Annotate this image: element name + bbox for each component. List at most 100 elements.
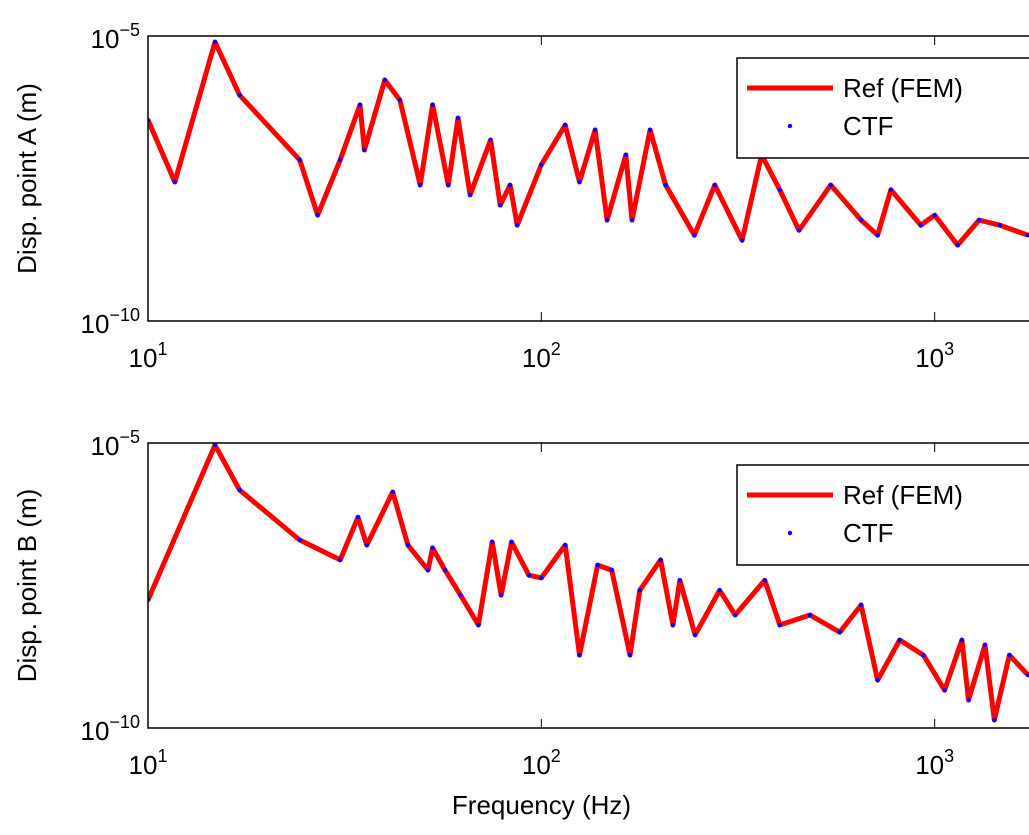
data-dot <box>921 652 926 658</box>
data-dot <box>629 217 635 223</box>
data-dot <box>357 102 363 108</box>
data-dot <box>670 622 676 628</box>
data-dot <box>627 652 633 658</box>
data-dot <box>488 137 493 143</box>
data-dot <box>875 677 880 683</box>
data-dot <box>563 542 568 548</box>
data-dot <box>297 157 302 163</box>
data-dot <box>918 222 923 228</box>
legend-label: CTF <box>843 111 894 141</box>
data-dot <box>739 238 745 243</box>
data-dot <box>976 217 982 223</box>
data-dot <box>595 562 600 568</box>
data-dot <box>637 588 643 593</box>
data-dot <box>692 632 698 638</box>
data-dot <box>966 697 971 703</box>
axes-frame <box>147 442 1029 729</box>
series-group <box>148 443 1029 723</box>
data-dot <box>315 212 320 218</box>
data-dot <box>212 39 218 45</box>
data-dot <box>692 233 697 238</box>
data-dot <box>297 537 302 543</box>
series-group <box>148 443 1029 723</box>
data-dot <box>992 717 997 723</box>
data-dot <box>932 212 937 218</box>
data-dot <box>362 147 367 153</box>
data-dot <box>777 187 783 193</box>
data-dot <box>563 122 568 128</box>
data-dot <box>212 443 218 448</box>
data-dot <box>732 612 738 618</box>
data-dot <box>337 557 343 563</box>
data-dot <box>577 179 582 185</box>
data-dot <box>777 622 783 628</box>
data-dot <box>539 575 544 581</box>
data-dot <box>997 222 1002 228</box>
legend-label: Ref (FEM) <box>843 73 963 103</box>
x-tick-label: 103 <box>915 339 954 373</box>
data-dot <box>837 629 843 635</box>
data-dot <box>337 157 343 163</box>
y-axis-label: Disp. point A (m) <box>12 83 42 274</box>
data-dot <box>364 542 370 548</box>
y-tick-label: 10−10 <box>81 712 140 746</box>
series-group <box>148 39 1029 248</box>
data-dot <box>489 539 495 545</box>
data-dot <box>959 637 965 643</box>
data-dot <box>942 688 947 693</box>
x-tick-label: 102 <box>522 339 561 373</box>
legend-box <box>736 464 1029 566</box>
data-dot <box>458 592 463 598</box>
data-dot <box>577 652 582 658</box>
data-dot <box>539 162 544 167</box>
data-dot <box>663 182 668 188</box>
x-axis-label: Frequency (Hz) <box>452 790 631 820</box>
data-dot <box>623 152 629 158</box>
data-dot <box>498 592 504 598</box>
data-dot <box>417 182 423 188</box>
data-dot <box>647 127 653 133</box>
data-dot <box>717 588 722 593</box>
data-dot <box>658 557 663 563</box>
legend-label: Ref (FEM) <box>843 480 963 510</box>
data-dot <box>592 127 598 133</box>
data-dot <box>858 217 864 223</box>
data-dot <box>467 192 473 198</box>
legend-label: CTF <box>843 518 894 548</box>
data-dot <box>425 567 431 573</box>
x-tick-label: 101 <box>129 339 168 373</box>
y-tick-label: 10−5 <box>91 20 140 54</box>
legend-dot <box>787 123 793 129</box>
data-dot <box>828 182 833 188</box>
data-dot <box>888 187 894 193</box>
data-dot <box>1025 233 1029 238</box>
data-dot <box>476 622 481 628</box>
data-dot <box>677 578 683 583</box>
data-dot <box>858 602 864 608</box>
y-tick-label: 10−10 <box>81 305 140 339</box>
axes-frame <box>147 35 1029 322</box>
data-dot <box>604 217 610 223</box>
data-dot <box>172 179 178 185</box>
data-dot <box>390 489 395 495</box>
data-dot <box>982 642 988 648</box>
data-dot <box>237 487 242 493</box>
data-dot <box>509 539 514 545</box>
x-tick-label: 101 <box>129 746 168 780</box>
x-tick-label: 102 <box>522 746 561 780</box>
data-dot <box>355 514 361 520</box>
data-dot <box>875 233 880 238</box>
x-tick-label: 103 <box>915 746 954 780</box>
data-dot <box>446 182 451 188</box>
data-dot <box>514 222 520 228</box>
y-tick-label: 10−5 <box>91 427 140 461</box>
data-dot <box>442 567 448 573</box>
data-dot <box>609 567 614 573</box>
data-dot <box>796 228 802 233</box>
legend-dot <box>787 530 793 536</box>
data-dot <box>382 77 388 83</box>
data-dot <box>497 202 503 208</box>
data-dot <box>897 637 902 643</box>
data-dot <box>955 242 960 248</box>
